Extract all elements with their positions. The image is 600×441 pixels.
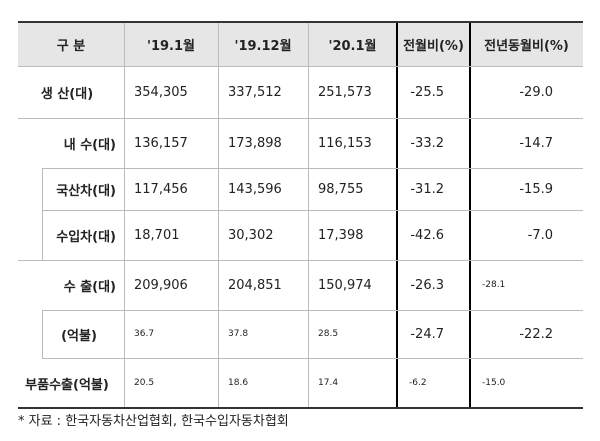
column-border — [218, 22, 219, 408]
data-cell: 20.5 — [134, 378, 155, 388]
data-cell: -22.2 — [519, 326, 553, 342]
row-border — [18, 21, 583, 23]
data-cell: -26.3 — [410, 277, 444, 293]
data-cell: 18.6 — [228, 378, 249, 388]
row-border — [18, 407, 583, 409]
data-cell: -7.0 — [527, 227, 553, 243]
data-cell: 209,906 — [134, 277, 188, 293]
data-cell: 37.8 — [228, 329, 249, 339]
data-cell: 30,302 — [228, 227, 274, 243]
header-cell: '19.12월 — [218, 22, 308, 66]
row-border — [42, 310, 583, 311]
cell-border — [42, 168, 43, 210]
header-cell: '20.1월 — [308, 22, 397, 66]
header-cell: 전월비(%) — [397, 22, 470, 66]
data-cell: -24.7 — [410, 326, 444, 342]
data-cell: 18,701 — [134, 227, 180, 243]
data-cell: 28.5 — [318, 329, 339, 339]
data-cell: 36.7 — [134, 329, 155, 339]
header-cell: 전년동월비(%) — [470, 22, 583, 66]
data-cell: 150,974 — [318, 277, 372, 293]
header-cell: 구 분 — [18, 22, 124, 66]
row-border — [18, 260, 583, 261]
footnote: * 자료 : 한국자동차산업협회, 한국수입자동차협회 — [18, 414, 289, 429]
data-cell: 354,305 — [134, 84, 188, 100]
data-cell: 204,851 — [228, 277, 282, 293]
data-cell: 143,596 — [228, 181, 282, 197]
data-cell: -29.0 — [519, 84, 553, 100]
row-label: 부품수출(억불) — [25, 377, 109, 393]
data-cell: 173,898 — [228, 135, 282, 151]
data-cell: -28.1 — [482, 280, 506, 290]
data-cell: 116,153 — [318, 135, 372, 151]
data-cell: -15.0 — [482, 378, 506, 388]
data-cell: 17.4 — [318, 378, 339, 388]
data-cell: 337,512 — [228, 84, 282, 100]
data-cell: -25.5 — [410, 84, 444, 100]
data-cell: 98,755 — [318, 181, 364, 197]
data-cell: 136,157 — [134, 135, 188, 151]
row-border — [18, 66, 583, 67]
data-cell: -31.2 — [410, 181, 444, 197]
column-border — [469, 22, 471, 408]
row-label: 내 수(대) — [63, 137, 116, 153]
column-border — [308, 22, 309, 408]
header-cell: '19.1월 — [124, 22, 218, 66]
row-label: 수입차(대) — [56, 229, 116, 245]
data-cell: -14.7 — [519, 135, 553, 151]
row-border — [42, 358, 583, 359]
row-border — [42, 210, 583, 211]
column-border — [124, 22, 125, 408]
cell-border — [42, 210, 43, 260]
data-cell: 17,398 — [318, 227, 364, 243]
data-cell: -6.2 — [409, 378, 427, 388]
column-border — [396, 22, 398, 408]
row-label: 수 출(대) — [63, 279, 116, 295]
row-border — [18, 118, 583, 119]
cell-border — [42, 310, 43, 358]
data-cell: -15.9 — [519, 181, 553, 197]
row-label: 국산차(대) — [56, 183, 116, 199]
data-cell: -33.2 — [410, 135, 444, 151]
data-cell: 117,456 — [134, 181, 188, 197]
data-cell: 251,573 — [318, 84, 372, 100]
row-label: (억불) — [61, 328, 97, 344]
row-border — [42, 168, 583, 169]
row-label: 생 산(대) — [40, 86, 94, 102]
data-cell: -42.6 — [410, 227, 444, 243]
